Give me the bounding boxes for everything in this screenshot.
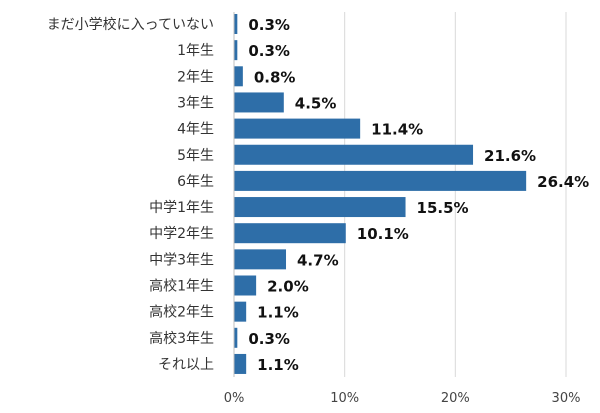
bar (234, 223, 346, 244)
category-label: 1年生 (177, 43, 214, 59)
data-label: 4.5% (295, 94, 337, 112)
data-label: 2.0% (267, 278, 309, 296)
category-label: 高校1年生 (149, 278, 214, 295)
bar (234, 275, 257, 296)
bar (234, 170, 527, 191)
x-tick-label: 0% (224, 391, 245, 406)
bar (234, 14, 238, 34)
bar (234, 249, 287, 270)
bar (234, 197, 406, 218)
category-label: 中学2年生 (149, 226, 214, 242)
bar (234, 353, 247, 374)
bar (234, 118, 361, 139)
x-tick-label: 20% (441, 391, 470, 406)
category-label: 高校2年生 (149, 304, 214, 321)
data-label: 4.7% (297, 251, 339, 269)
x-tick-label: 10% (330, 391, 359, 406)
data-label: 0.3% (248, 330, 290, 348)
category-label: まだ小学校に入っていない (47, 16, 214, 33)
bar (234, 40, 238, 61)
data-label: 1.1% (257, 356, 299, 374)
data-label: 26.4% (537, 173, 589, 191)
data-label: 0.3% (248, 42, 290, 60)
category-label: 中学3年生 (149, 252, 214, 268)
bar (234, 301, 247, 322)
category-label: それ以上 (158, 357, 214, 373)
data-label: 0.8% (254, 68, 296, 86)
category-label: 3年生 (177, 95, 214, 111)
data-label: 1.1% (257, 304, 299, 322)
category-label: 6年生 (177, 174, 214, 190)
category-label: 2年生 (177, 69, 214, 85)
data-label: 11.4% (371, 121, 423, 139)
category-label: 4年生 (177, 122, 214, 138)
bar (234, 92, 284, 113)
category-label: 5年生 (177, 148, 214, 164)
data-label: 0.3% (248, 16, 290, 34)
x-tick-label: 30% (552, 391, 581, 406)
bar (234, 327, 238, 348)
bar (234, 66, 243, 87)
bar (234, 144, 474, 165)
data-label: 10.1% (357, 225, 409, 243)
data-label: 21.6% (484, 147, 536, 165)
category-label: 高校3年生 (149, 330, 214, 347)
category-label: 中学1年生 (149, 200, 214, 216)
data-label: 15.5% (417, 199, 469, 217)
